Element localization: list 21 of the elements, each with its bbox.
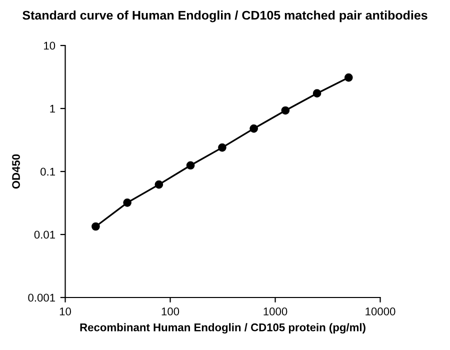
- point: [344, 73, 353, 82]
- y-tick-label: 0.1: [40, 168, 55, 176]
- point: [92, 222, 100, 231]
- point: [123, 198, 132, 207]
- y-tick-label: 10: [44, 42, 56, 50]
- x-tick-label: 10: [60, 308, 71, 316]
- chart-title: Standard curve of Human Endoglin / CD105 matched pair antibodies: [22, 10, 428, 22]
- x-tick-label: 1000: [264, 308, 288, 316]
- y-tick-label: 0.01: [34, 230, 55, 239]
- point: [250, 124, 258, 133]
- point: [218, 143, 226, 152]
- point: [154, 180, 164, 189]
- y-axis-title: OD450: [12, 154, 20, 189]
- x-axis-title: Recombinant Human Endoglin / CD105 protein (pg/ml): [80, 323, 366, 334]
- x-tick-label: 100: [162, 308, 180, 316]
- point: [312, 89, 322, 98]
- point: [186, 161, 195, 170]
- point: [281, 106, 290, 115]
- x-tick-label: 10000: [366, 308, 396, 316]
- y-tick-label: 0.001: [28, 294, 55, 302]
- y-tick-label: 1: [50, 104, 55, 113]
